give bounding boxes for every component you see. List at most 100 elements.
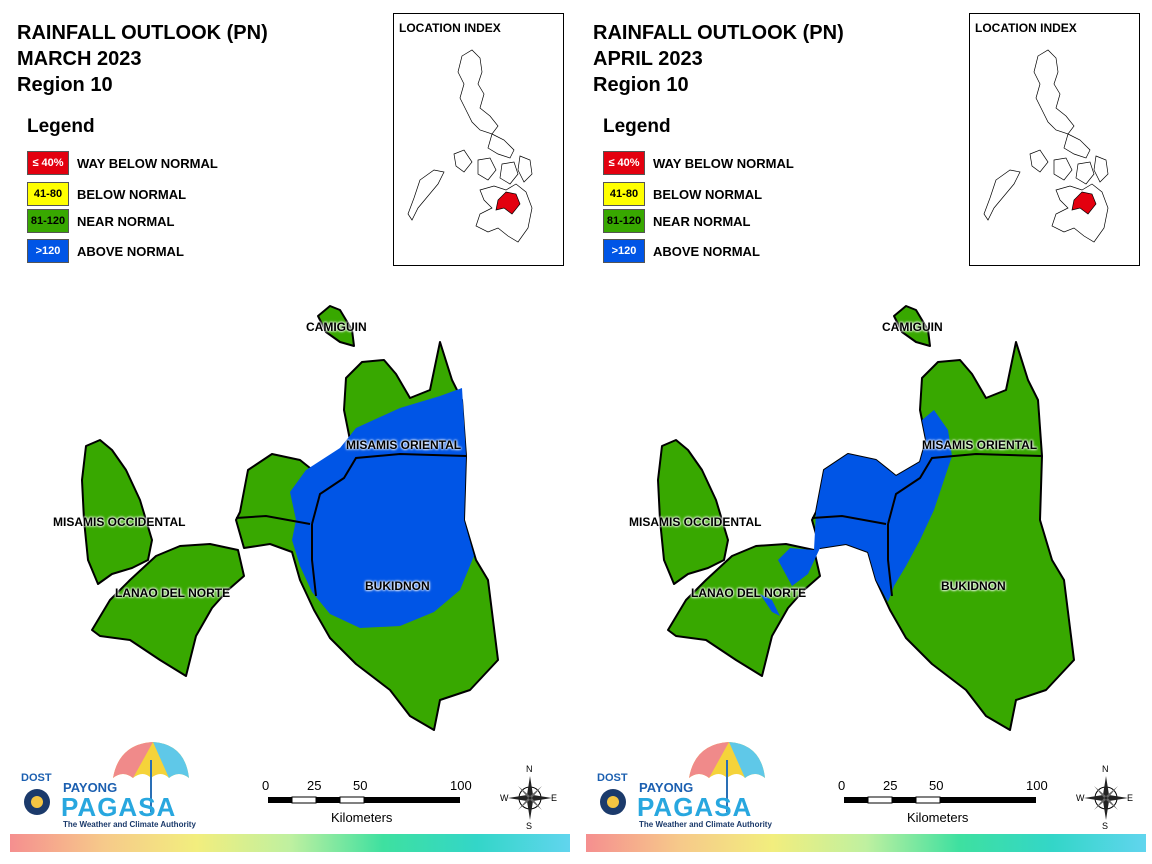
legend-swatch: 81-120 <box>603 209 645 233</box>
umbrella-icon <box>24 742 189 815</box>
region-10-map <box>81 305 499 731</box>
scale-tick: 25 <box>307 778 322 793</box>
legend-title: Legend <box>603 116 671 137</box>
province-bukidnon-misamis-oriental <box>811 341 1075 731</box>
footer-gradient-bar <box>586 834 1146 852</box>
label-lanao-del-norte: LANAO DEL NORTE <box>115 586 231 600</box>
region-10-highlight <box>1071 191 1097 215</box>
legend-item-near: 81-120 NEAR NORMAL <box>603 209 751 233</box>
above-normal-zone <box>778 410 952 602</box>
legend-item-way-below: ≤ 40% WAY BELOW NORMAL <box>27 151 218 175</box>
legend-label: NEAR NORMAL <box>77 213 175 229</box>
legend-title: Legend <box>27 116 95 137</box>
legend-item-below: 41-80 BELOW NORMAL <box>27 182 186 206</box>
label-bukidnon: BUKIDNON <box>365 579 430 593</box>
scale-tick: 50 <box>353 778 368 793</box>
scale-tick: 50 <box>929 778 944 793</box>
scale-tick: 0 <box>838 778 846 793</box>
location-index: LOCATION INDEX <box>393 13 564 266</box>
label-bukidnon: BUKIDNON <box>941 579 1006 593</box>
legend-label: WAY BELOW NORMAL <box>653 155 794 171</box>
legend-label: NEAR NORMAL <box>653 213 751 229</box>
label-misamis-occidental: MISAMIS OCCIDENTAL <box>53 515 186 529</box>
scale-bar: 0 25 50 100 Kilometers <box>834 775 1054 835</box>
legend-swatch: ≤ 40% <box>27 151 69 175</box>
label-camiguin: CAMIGUIN <box>882 320 943 334</box>
pagasa-logo: DOST PAYONG PAGASA The Weather and Clima… <box>15 740 196 832</box>
province-lanao-del-norte <box>667 543 821 677</box>
legend-item-way-below: ≤ 40% WAY BELOW NORMAL <box>603 151 794 175</box>
legend-swatch: 81-120 <box>27 209 69 233</box>
legend-swatch: >120 <box>27 239 69 263</box>
compass-s: S <box>526 821 533 831</box>
philippines-locator-map <box>983 49 1109 243</box>
scale-tick: 0 <box>262 778 270 793</box>
logo-dost: DOST <box>597 772 628 784</box>
logo-payong: PAYONG <box>639 780 694 795</box>
legend-label: BELOW NORMAL <box>653 186 763 202</box>
region-10-map <box>657 305 1075 731</box>
panel-title: RAINFALL OUTLOOK (PN) MARCH 2023 Region … <box>17 22 268 96</box>
province-lanao-del-norte <box>91 543 245 677</box>
scale-tick: 100 <box>1026 778 1048 793</box>
label-lanao-del-norte: LANAO DEL NORTE <box>691 586 807 600</box>
legend-swatch: 41-80 <box>603 182 645 206</box>
scale-tick: 25 <box>883 778 898 793</box>
compass-n: N <box>1102 764 1109 774</box>
label-misamis-oriental: MISAMIS ORIENTAL <box>346 438 462 452</box>
legend-item-near: 81-120 NEAR NORMAL <box>27 209 175 233</box>
pagasa-logo: DOST PAYONG PAGASA The Weather and Clima… <box>591 740 772 832</box>
compass-e: E <box>551 793 558 803</box>
compass-rose: N S W E <box>1074 762 1134 832</box>
label-camiguin: CAMIGUIN <box>306 320 367 334</box>
province-camiguin <box>317 305 355 347</box>
legend-label: BELOW NORMAL <box>77 186 187 202</box>
compass-rose: N S W E <box>498 762 558 832</box>
location-index: LOCATION INDEX <box>969 13 1140 266</box>
label-misamis-occidental: MISAMIS OCCIDENTAL <box>629 515 762 529</box>
scale-unit: Kilometers <box>907 810 969 825</box>
scale-bar: 0 25 50 100 Kilometers <box>258 775 478 835</box>
logo-pagasa: PAGASA <box>637 792 753 822</box>
legend-label: ABOVE NORMAL <box>653 243 760 259</box>
province-misamis-occidental <box>81 439 153 585</box>
logo-tagline: The Weather and Climate Authority <box>639 820 772 829</box>
location-index-label: LOCATION INDEX <box>975 21 1077 35</box>
umbrella-icon <box>600 742 765 815</box>
scale-unit: Kilometers <box>331 810 393 825</box>
scale-bar-graphic <box>844 796 1036 804</box>
legend-item-above: >120 ABOVE NORMAL <box>27 239 184 263</box>
above-normal-zone <box>290 388 474 628</box>
legend-label: WAY BELOW NORMAL <box>77 155 218 171</box>
panel-title: RAINFALL OUTLOOK (PN) APRIL 2023 Region … <box>593 22 844 96</box>
logo-dost: DOST <box>21 772 52 784</box>
philippines-locator-map <box>407 49 533 243</box>
compass-icon <box>1084 776 1128 820</box>
outlook-panel-april: RAINFALL OUTLOOK (PN) APRIL 2023 Region … <box>576 0 1152 864</box>
compass-icon <box>508 776 552 820</box>
province-camiguin <box>893 305 931 347</box>
legend-swatch: ≤ 40% <box>603 151 645 175</box>
compass-w: W <box>1076 793 1085 803</box>
above-normal-zone-lanao <box>760 594 780 616</box>
scale-bar-graphic <box>268 796 460 804</box>
legend-swatch: >120 <box>603 239 645 263</box>
legend-item-below: 41-80 BELOW NORMAL <box>603 182 762 206</box>
legend-swatch: 41-80 <box>27 182 69 206</box>
province-misamis-occidental <box>657 439 729 585</box>
legend-item-above: >120 ABOVE NORMAL <box>603 239 760 263</box>
logo-tagline: The Weather and Climate Authority <box>63 820 196 829</box>
compass-e: E <box>1127 793 1134 803</box>
footer-gradient-bar <box>10 834 570 852</box>
scale-tick: 100 <box>450 778 472 793</box>
logo-payong: PAYONG <box>63 780 118 795</box>
outlook-panel-march: RAINFALL OUTLOOK (PN) MARCH 2023 Region … <box>10 13 570 852</box>
region-10-highlight <box>495 191 521 215</box>
compass-n: N <box>526 764 533 774</box>
legend-label: ABOVE NORMAL <box>77 243 184 259</box>
compass-w: W <box>500 793 509 803</box>
logo-pagasa: PAGASA <box>61 792 177 822</box>
compass-s: S <box>1102 821 1109 831</box>
label-misamis-oriental: MISAMIS ORIENTAL <box>922 438 1038 452</box>
location-index-label: LOCATION INDEX <box>399 21 501 35</box>
